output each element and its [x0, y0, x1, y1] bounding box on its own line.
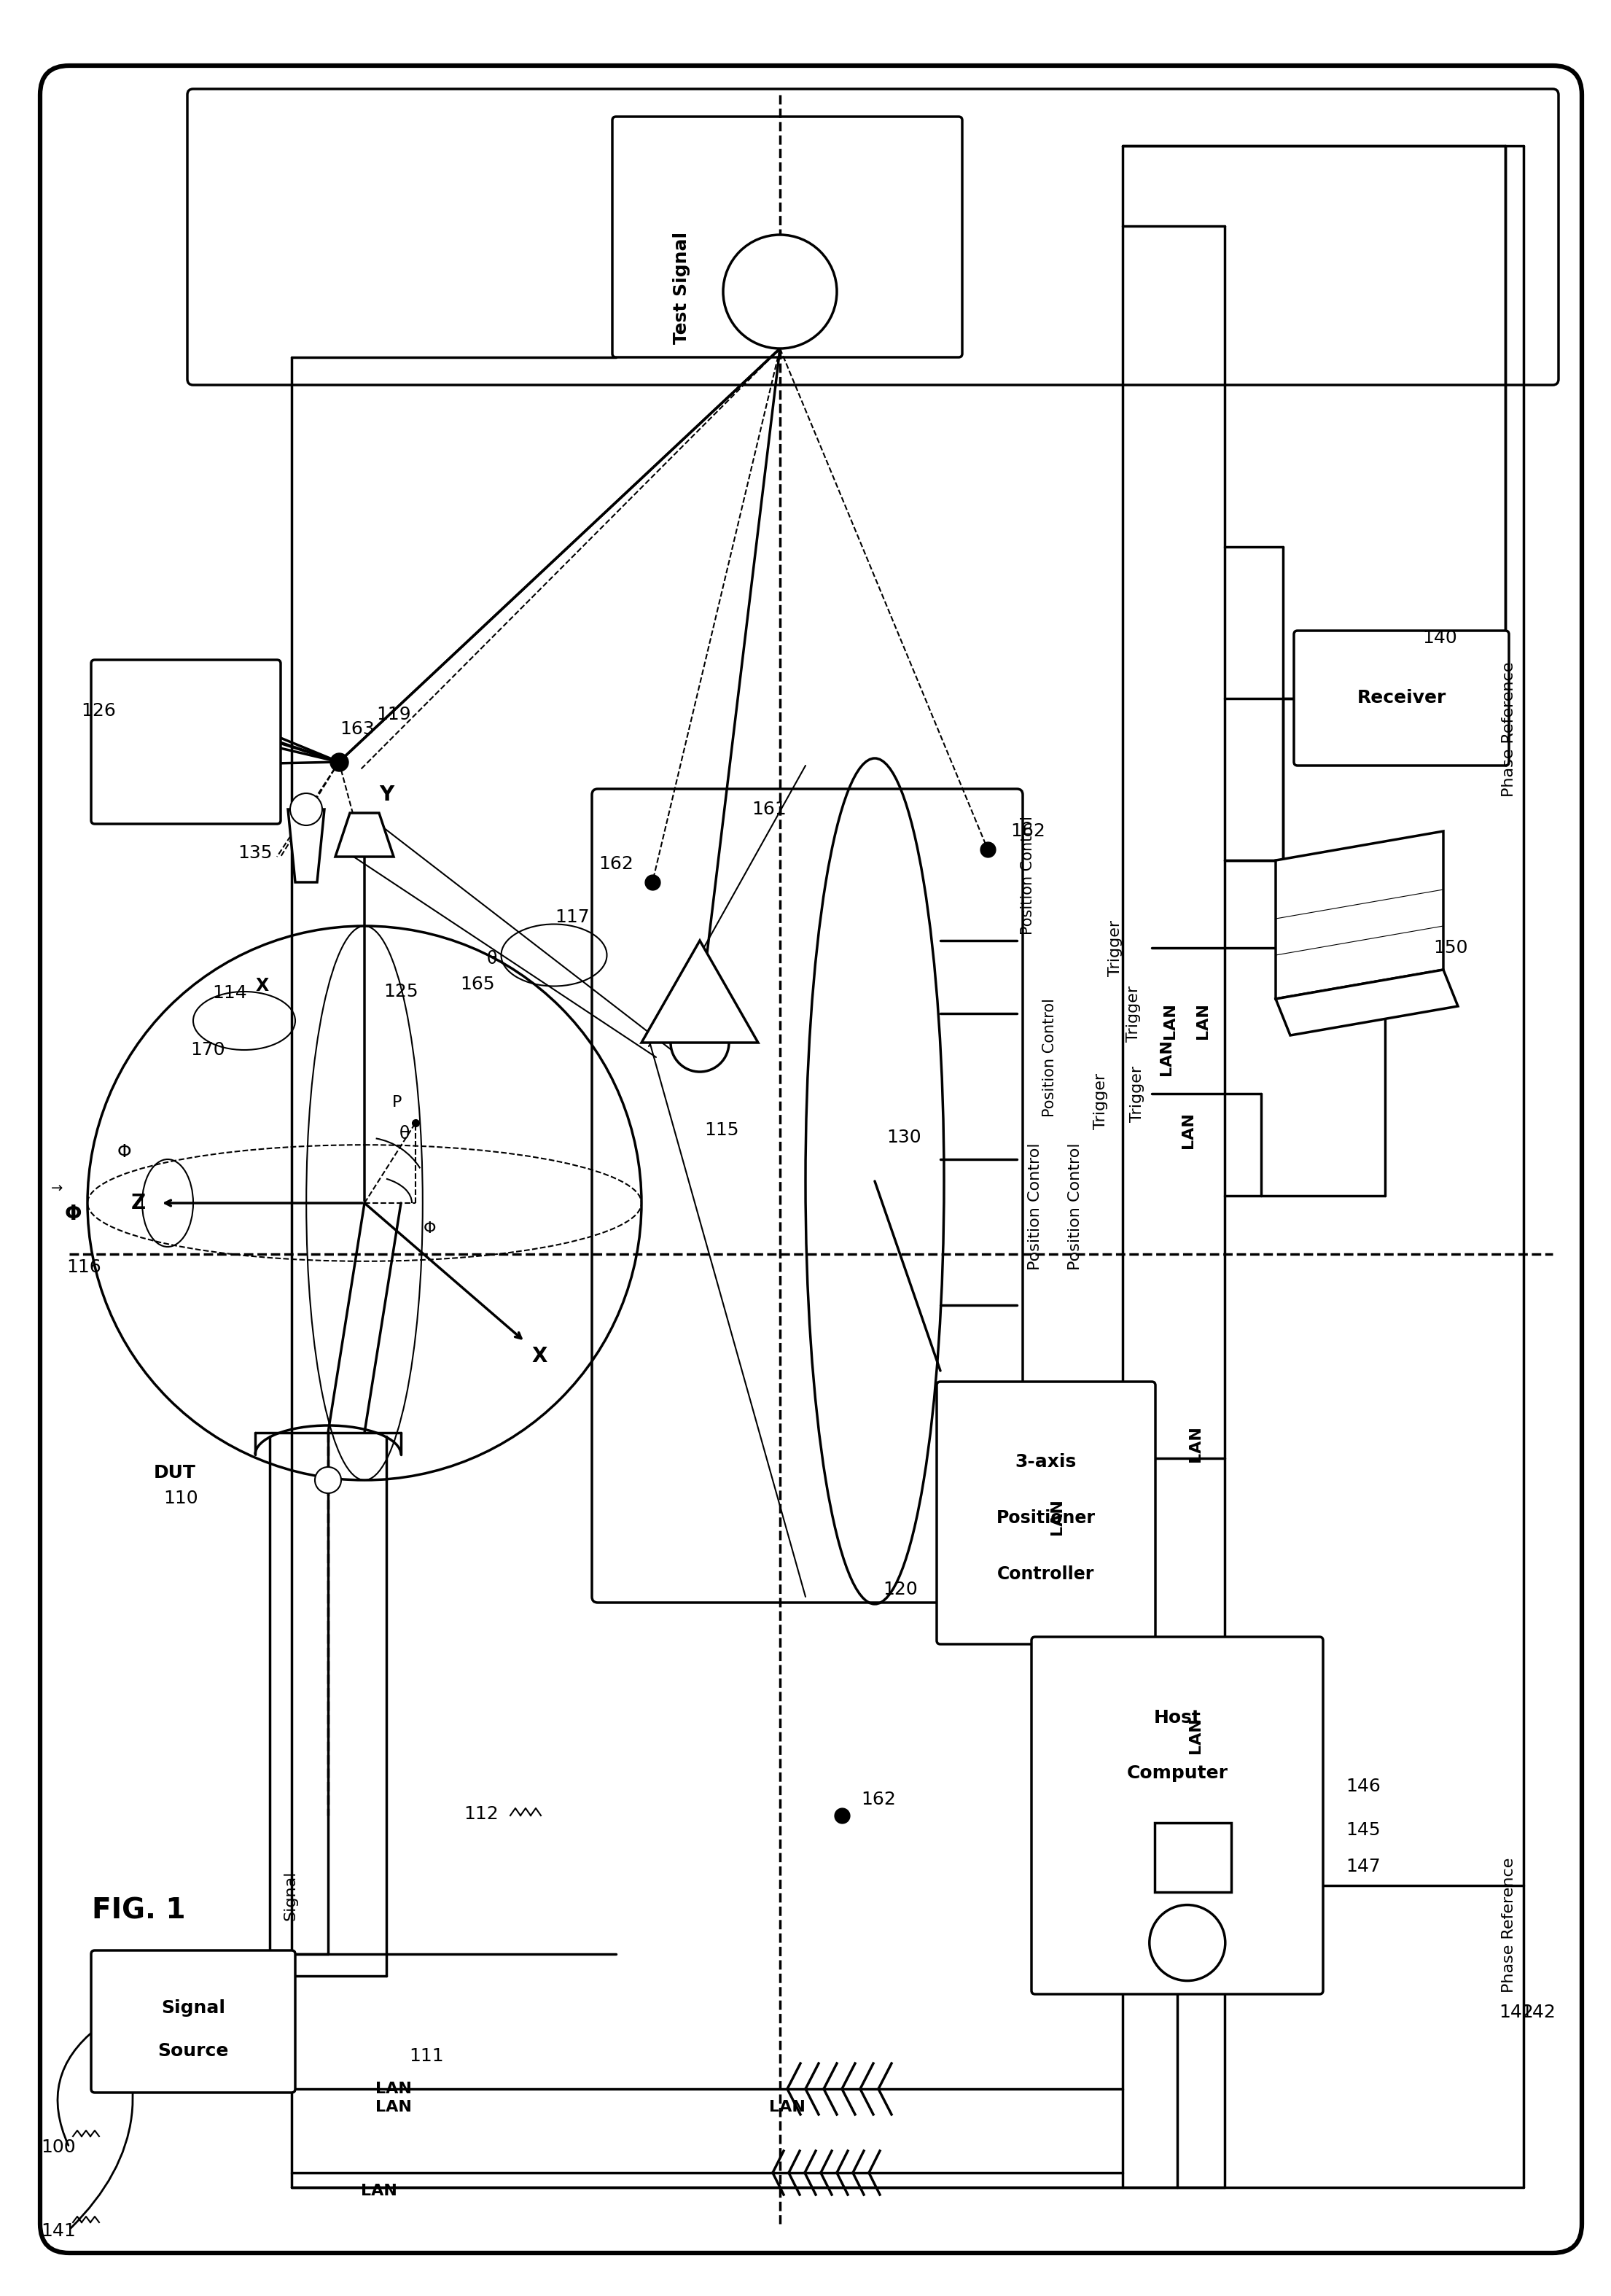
Text: LAN: LAN: [1050, 1499, 1065, 1534]
Bar: [1155, 1823, 1231, 1892]
Text: 114: 114: [213, 985, 246, 1001]
Text: LAN: LAN: [361, 2183, 398, 2197]
Text: 135: 135: [238, 845, 272, 861]
Text: 112: 112: [464, 1805, 498, 1823]
Text: LAN: LAN: [1158, 1040, 1174, 1075]
Text: Host: Host: [1153, 1708, 1200, 1727]
Text: Φ: Φ: [424, 1221, 437, 1235]
Text: Receiver: Receiver: [1356, 689, 1447, 707]
Text: LAN: LAN: [1189, 1426, 1203, 1463]
Text: 162: 162: [860, 1791, 896, 1809]
Text: P: P: [393, 1095, 403, 1109]
Text: 150: 150: [1434, 939, 1468, 957]
Text: 161: 161: [752, 801, 786, 817]
Text: 120: 120: [883, 1580, 918, 1598]
Text: →: →: [52, 1182, 63, 1196]
Text: LAN: LAN: [375, 2082, 412, 2096]
FancyBboxPatch shape: [92, 1949, 295, 2092]
Text: 142: 142: [1521, 2004, 1556, 2020]
Text: LAN: LAN: [375, 2101, 412, 2115]
Text: LAN: LAN: [1181, 1111, 1195, 1148]
Text: Position Control: Position Control: [1068, 1143, 1083, 1270]
Text: 125: 125: [383, 983, 419, 1001]
FancyBboxPatch shape: [92, 659, 280, 824]
Text: Phase Reference: Phase Reference: [1501, 661, 1516, 797]
Text: Φ: Φ: [64, 1203, 82, 1224]
Text: X: X: [256, 978, 269, 994]
Text: Phase Reference: Phase Reference: [1501, 1857, 1516, 1993]
Text: 117: 117: [554, 909, 590, 925]
Text: 145: 145: [1345, 1821, 1381, 1839]
Text: Position Control: Position Control: [1042, 999, 1057, 1116]
Text: 162: 162: [1010, 822, 1046, 840]
Text: 163: 163: [340, 721, 375, 737]
Text: 100: 100: [40, 2138, 76, 2156]
Text: Φ: Φ: [116, 1143, 130, 1162]
Text: Signal: Signal: [284, 1871, 298, 1922]
Polygon shape: [1276, 831, 1443, 999]
Text: Trigger: Trigger: [1094, 1072, 1108, 1130]
Text: 165: 165: [461, 976, 495, 994]
Text: 140: 140: [1423, 629, 1456, 647]
Polygon shape: [335, 813, 393, 856]
Polygon shape: [1276, 969, 1458, 1035]
Ellipse shape: [670, 1013, 728, 1072]
Text: Z: Z: [130, 1194, 147, 1212]
Text: LAN: LAN: [1163, 1003, 1178, 1040]
Text: Computer: Computer: [1126, 1766, 1228, 1782]
Text: 141: 141: [40, 2223, 76, 2241]
Polygon shape: [288, 808, 324, 882]
FancyBboxPatch shape: [936, 1382, 1155, 1644]
Text: Trigger: Trigger: [1129, 1065, 1144, 1123]
Text: 110: 110: [163, 1490, 198, 1506]
Text: Positioner: Positioner: [997, 1508, 1095, 1527]
Text: X: X: [532, 1345, 548, 1366]
Circle shape: [1149, 1906, 1226, 1981]
FancyBboxPatch shape: [1294, 631, 1510, 765]
Text: LAN: LAN: [768, 2101, 806, 2115]
Text: Trigger: Trigger: [1108, 921, 1123, 976]
FancyBboxPatch shape: [1031, 1637, 1323, 1995]
Text: Position Control: Position Control: [1028, 1143, 1042, 1270]
Text: 115: 115: [704, 1120, 739, 1139]
Text: 116: 116: [66, 1258, 101, 1277]
Circle shape: [723, 234, 836, 349]
Text: Source: Source: [158, 2043, 229, 2060]
Text: 170: 170: [190, 1040, 226, 1058]
Circle shape: [290, 794, 322, 824]
Text: 119: 119: [377, 705, 411, 723]
Text: 126: 126: [81, 703, 116, 719]
Text: 130: 130: [886, 1130, 921, 1146]
Text: 3-axis: 3-axis: [1015, 1453, 1076, 1472]
Text: Y: Y: [379, 785, 393, 806]
Text: 142: 142: [1498, 2004, 1534, 2020]
Text: Signal: Signal: [161, 2000, 226, 2016]
Text: 111: 111: [409, 2048, 443, 2064]
Polygon shape: [641, 941, 759, 1042]
Text: 147: 147: [1345, 1857, 1381, 1876]
Text: Test Signal: Test Signal: [673, 232, 691, 344]
Text: LAN: LAN: [1195, 1003, 1210, 1040]
Text: FIG. 1: FIG. 1: [92, 1896, 185, 1924]
Text: DUT: DUT: [155, 1465, 197, 1481]
Text: θ: θ: [487, 951, 498, 967]
Circle shape: [314, 1467, 342, 1492]
Text: θ: θ: [400, 1125, 409, 1143]
Text: 146: 146: [1345, 1777, 1381, 1795]
Text: LAN: LAN: [1189, 1717, 1203, 1754]
Text: Controller: Controller: [997, 1566, 1094, 1582]
Text: 162: 162: [599, 854, 633, 872]
Text: Position Control: Position Control: [1020, 815, 1036, 934]
Text: Trigger: Trigger: [1126, 985, 1141, 1042]
